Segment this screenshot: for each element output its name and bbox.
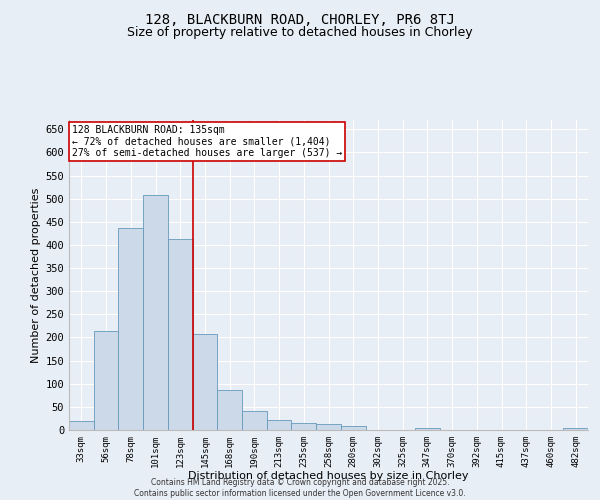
Bar <box>563 428 588 430</box>
Bar <box>242 412 267 430</box>
X-axis label: Distribution of detached houses by size in Chorley: Distribution of detached houses by size … <box>188 472 469 482</box>
Bar <box>316 424 341 430</box>
Bar <box>118 228 143 430</box>
Bar <box>193 334 217 430</box>
Bar <box>69 420 94 430</box>
Y-axis label: Number of detached properties: Number of detached properties <box>31 188 41 362</box>
Text: Contains HM Land Registry data © Crown copyright and database right 2025.
Contai: Contains HM Land Registry data © Crown c… <box>134 478 466 498</box>
Bar <box>415 428 440 430</box>
Text: Size of property relative to detached houses in Chorley: Size of property relative to detached ho… <box>127 26 473 39</box>
Text: 128, BLACKBURN ROAD, CHORLEY, PR6 8TJ: 128, BLACKBURN ROAD, CHORLEY, PR6 8TJ <box>145 12 455 26</box>
Bar <box>168 240 193 430</box>
Bar <box>143 196 168 430</box>
Bar <box>341 426 365 430</box>
Bar <box>94 330 118 430</box>
Bar <box>292 423 316 430</box>
Bar <box>217 390 242 430</box>
Text: 128 BLACKBURN ROAD: 135sqm
← 72% of detached houses are smaller (1,404)
27% of s: 128 BLACKBURN ROAD: 135sqm ← 72% of deta… <box>71 124 342 158</box>
Bar <box>267 420 292 430</box>
